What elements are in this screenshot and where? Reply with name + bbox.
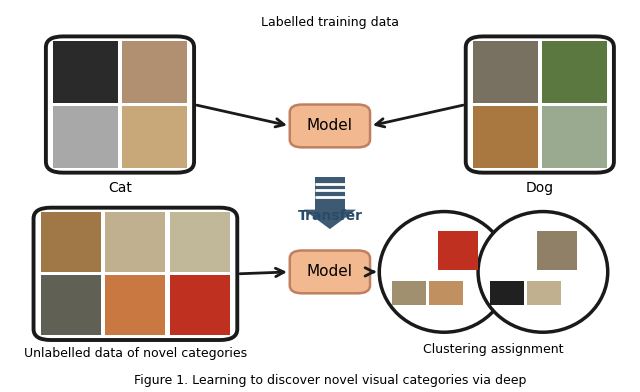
FancyBboxPatch shape: [290, 105, 370, 147]
Ellipse shape: [478, 212, 608, 332]
Bar: [170, 212, 230, 272]
Text: Model: Model: [307, 118, 353, 133]
Bar: [53, 41, 118, 103]
Bar: [542, 106, 607, 168]
FancyBboxPatch shape: [46, 36, 194, 172]
Bar: [490, 281, 524, 305]
Bar: [429, 281, 463, 305]
Bar: [537, 231, 577, 270]
Bar: [41, 275, 101, 335]
Bar: [106, 275, 166, 335]
Bar: [473, 106, 538, 168]
Text: Labelled training data: Labelled training data: [261, 16, 399, 29]
Text: Cat: Cat: [108, 181, 132, 195]
Ellipse shape: [380, 212, 509, 332]
Polygon shape: [303, 210, 356, 229]
Text: Transfer: Transfer: [298, 209, 362, 223]
Bar: [170, 275, 230, 335]
Bar: [527, 281, 561, 305]
Bar: [41, 212, 101, 272]
FancyBboxPatch shape: [466, 36, 614, 172]
Text: Clustering assignment: Clustering assignment: [423, 343, 564, 356]
Text: Dog: Dog: [526, 181, 554, 195]
Text: Figure 1. Learning to discover novel visual categories via deep: Figure 1. Learning to discover novel vis…: [134, 374, 526, 387]
FancyBboxPatch shape: [33, 208, 237, 340]
Text: Unlabelled data of novel categories: Unlabelled data of novel categories: [24, 347, 247, 360]
Bar: [438, 231, 478, 270]
Text: Model: Model: [307, 264, 353, 279]
Bar: [53, 106, 118, 168]
Bar: [473, 41, 538, 103]
Bar: [122, 41, 187, 103]
FancyBboxPatch shape: [290, 250, 370, 293]
Bar: [542, 41, 607, 103]
Bar: [122, 106, 187, 168]
Bar: [392, 281, 426, 305]
Bar: [315, 176, 345, 210]
Bar: [106, 212, 166, 272]
